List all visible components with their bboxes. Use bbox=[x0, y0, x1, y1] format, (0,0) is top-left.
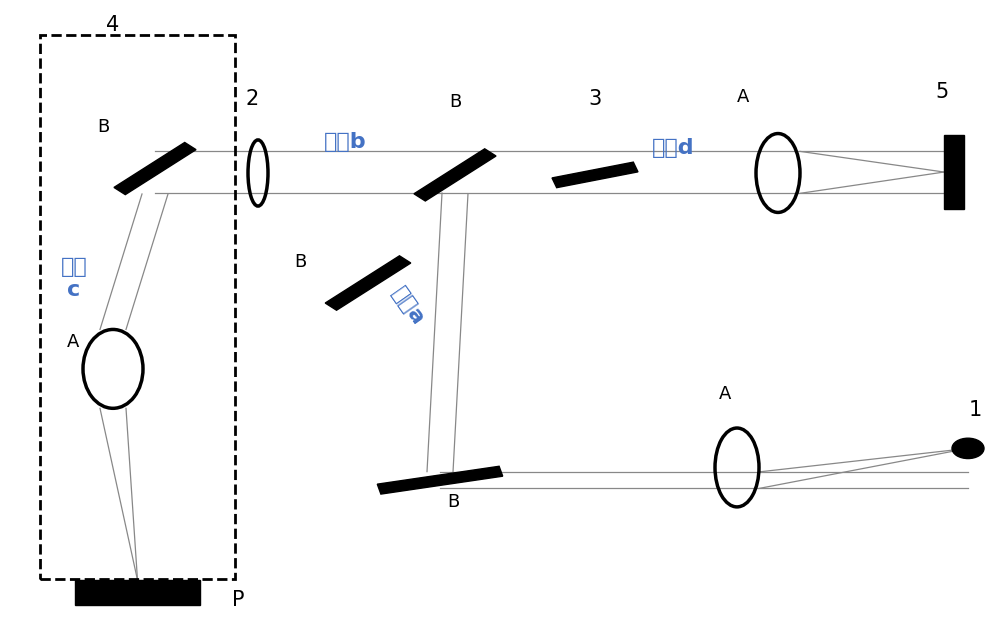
Text: B: B bbox=[447, 494, 459, 511]
Text: B: B bbox=[449, 93, 461, 111]
Text: 5: 5 bbox=[935, 82, 949, 102]
Text: 2: 2 bbox=[245, 88, 259, 109]
Text: 光路a: 光路a bbox=[388, 284, 428, 329]
Polygon shape bbox=[414, 149, 496, 201]
Polygon shape bbox=[377, 466, 503, 494]
Text: 3: 3 bbox=[588, 88, 602, 109]
Text: A: A bbox=[737, 88, 749, 106]
Circle shape bbox=[952, 438, 984, 459]
Text: 光路
c: 光路 c bbox=[61, 257, 87, 300]
Text: B: B bbox=[97, 118, 109, 136]
Bar bbox=[944, 135, 964, 209]
Text: A: A bbox=[719, 385, 731, 403]
Polygon shape bbox=[114, 142, 196, 195]
Text: 光路b: 光路b bbox=[324, 132, 366, 152]
Polygon shape bbox=[325, 256, 411, 310]
Text: 光路d: 光路d bbox=[652, 137, 694, 158]
Text: 1: 1 bbox=[968, 400, 982, 420]
Text: 4: 4 bbox=[106, 15, 120, 36]
Text: B: B bbox=[294, 253, 306, 271]
Bar bbox=[40, 35, 235, 579]
Polygon shape bbox=[552, 162, 638, 188]
Text: P: P bbox=[232, 590, 244, 610]
Text: A: A bbox=[67, 333, 79, 351]
Bar bbox=[75, 580, 200, 605]
